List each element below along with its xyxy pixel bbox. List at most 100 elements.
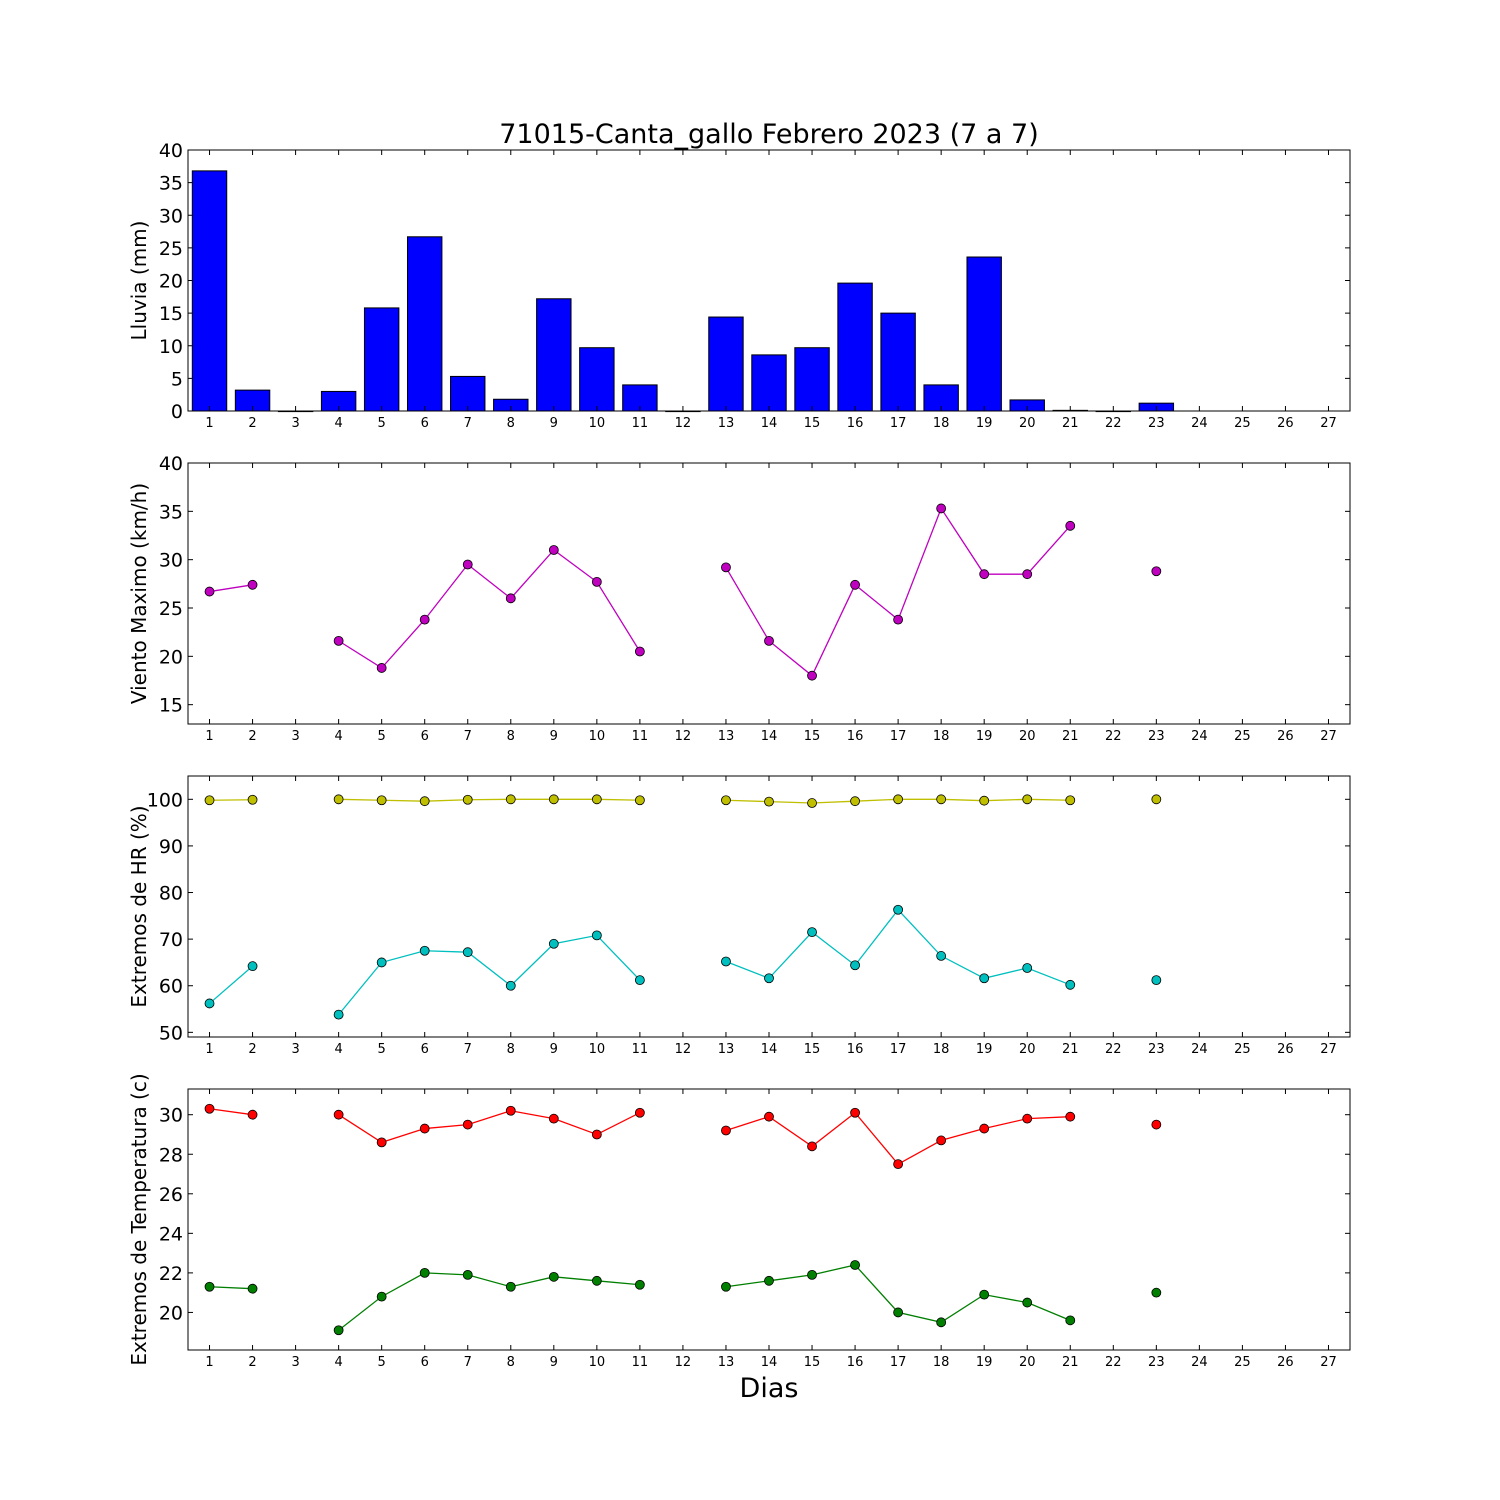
temperature-x-tick-label: 26 bbox=[1277, 1355, 1294, 1370]
humidity-series-1-point-day-19 bbox=[979, 795, 990, 806]
rain-x-tick-label: 18 bbox=[933, 416, 950, 431]
temperature-series-1-point-day-4 bbox=[333, 1109, 344, 1120]
rain-bar-day-10 bbox=[579, 347, 615, 412]
temperature-series-2-point-day-2 bbox=[247, 1283, 258, 1294]
rain-y-tick-label: 30 bbox=[159, 205, 183, 227]
humidity-series-1-point-day-2 bbox=[247, 794, 258, 805]
temperature-series-2-point-day-7 bbox=[462, 1269, 473, 1280]
wind-x-tick-label: 20 bbox=[1019, 729, 1036, 744]
wind-y-tick-label: 25 bbox=[159, 598, 183, 620]
rain-bar-day-5 bbox=[363, 307, 400, 412]
temperature-plot-area bbox=[188, 1089, 1350, 1350]
temperature-y-tick-label: 28 bbox=[159, 1144, 183, 1166]
humidity-series-2-point-day-15 bbox=[807, 927, 817, 938]
humidity-series-2-point-day-6 bbox=[419, 945, 430, 956]
humidity-x-tick-label: 18 bbox=[933, 1042, 950, 1057]
rain-bar-day-1 bbox=[191, 170, 228, 412]
wind-series-1-point-day-21 bbox=[1065, 520, 1076, 531]
wind-series-1-point-day-17 bbox=[893, 614, 904, 625]
rain-x-tick-label: 8 bbox=[507, 416, 515, 431]
humidity-series-2-point-day-23 bbox=[1151, 975, 1162, 986]
wind-x-tick-label: 7 bbox=[464, 729, 472, 744]
humidity-series-1-point-day-4 bbox=[333, 794, 344, 805]
rain-x-tick-label: 23 bbox=[1148, 416, 1165, 431]
wind-x-tick-label: 27 bbox=[1320, 729, 1337, 744]
wind-series-1-point-day-20 bbox=[1022, 569, 1033, 580]
temperature-chart: 1 2 3 4 5 6 7 8 9 10 11 12 13 14 15 16 17 18 19 20 21 22 23 24 2… bbox=[127, 1073, 1351, 1370]
temperature-series-2-line bbox=[338, 1272, 640, 1331]
wind-series-1-point-day-1 bbox=[204, 586, 215, 597]
wind-x-tick-label: 14 bbox=[761, 729, 778, 744]
humidity-series-2-point-day-16 bbox=[850, 960, 860, 971]
wind-x-tick-label: 26 bbox=[1277, 729, 1294, 744]
humidity-series-1-point-day-1 bbox=[204, 795, 215, 806]
humidity-y-tick-label: 60 bbox=[159, 976, 183, 998]
temperature-series-1-point-day-14 bbox=[764, 1111, 774, 1122]
humidity-series-2-point-day-11 bbox=[634, 975, 645, 986]
humidity-y-tick-label: 70 bbox=[159, 929, 183, 951]
temperature-x-tick-label: 2 bbox=[248, 1355, 256, 1370]
humidity-series-2-point-day-4 bbox=[333, 1009, 344, 1020]
wind-series-1-point-day-23 bbox=[1151, 566, 1162, 577]
wind-x-tick-label: 24 bbox=[1191, 729, 1208, 744]
temperature-series-2-point-day-19 bbox=[979, 1289, 990, 1300]
humidity-series-2-point-day-8 bbox=[505, 980, 516, 991]
rain-x-tick-label: 14 bbox=[761, 416, 778, 431]
humidity-series-1-point-day-15 bbox=[807, 798, 817, 808]
humidity-series-2-point-day-20 bbox=[1022, 963, 1033, 973]
wind-series-1-line bbox=[338, 549, 641, 669]
wind-x-tick-label: 19 bbox=[976, 729, 993, 744]
rain-x-tick-label: 10 bbox=[589, 416, 606, 431]
rain-x-tick-label: 27 bbox=[1320, 416, 1337, 431]
temperature-series-1-point-day-17 bbox=[893, 1159, 904, 1170]
rain-bar-day-15 bbox=[794, 347, 830, 412]
temperature-series-1-point-day-23 bbox=[1151, 1119, 1162, 1130]
temperature-series-2-point-day-18 bbox=[936, 1317, 947, 1328]
temperature-series-2-point-day-17 bbox=[893, 1307, 904, 1318]
temperature-series-2-point-day-10 bbox=[591, 1275, 602, 1286]
humidity-series-2-point-day-2 bbox=[247, 961, 258, 972]
humidity-series-1-point-day-20 bbox=[1022, 794, 1033, 805]
temperature-series-1-point-day-11 bbox=[634, 1107, 645, 1118]
temperature-series-1-point-day-19 bbox=[979, 1123, 990, 1134]
wind-x-tick-label: 5 bbox=[378, 729, 386, 744]
wind-x-tick-label: 6 bbox=[421, 729, 429, 744]
wind-series-1-point-day-7 bbox=[462, 559, 473, 570]
humidity-series-1-point-day-10 bbox=[591, 794, 602, 805]
wind-y-tick-label: 15 bbox=[159, 695, 183, 717]
temperature-x-tick-label: 27 bbox=[1320, 1355, 1337, 1370]
rain-x-tick-label: 21 bbox=[1062, 416, 1079, 431]
wind-x-tick-label: 2 bbox=[248, 729, 256, 744]
humidity-series-2-point-day-5 bbox=[376, 957, 387, 968]
wind-series-1-point-day-10 bbox=[591, 577, 602, 587]
rain-x-tick-label: 15 bbox=[804, 416, 821, 431]
temperature-series-2-point-day-6 bbox=[419, 1267, 430, 1278]
temperature-y-tick-label: 30 bbox=[159, 1105, 183, 1127]
humidity-x-tick-label: 22 bbox=[1105, 1042, 1122, 1057]
temperature-series-1-line bbox=[209, 1108, 253, 1116]
humidity-x-tick-label: 7 bbox=[464, 1042, 472, 1057]
temperature-series-2-point-day-23 bbox=[1151, 1287, 1162, 1298]
humidity-y-tick-label: 100 bbox=[147, 789, 183, 811]
subplots: 1 2 3 4 5 6 7 8 9 10 11 12 13 14 15 16 17 18 19 20 21 22 23 24 2… bbox=[127, 140, 1351, 1370]
temperature-series-1-point-day-16 bbox=[850, 1107, 860, 1118]
humidity-x-tick-label: 26 bbox=[1277, 1042, 1294, 1057]
temperature-x-tick-label: 19 bbox=[976, 1355, 993, 1370]
wind-x-tick-label: 15 bbox=[804, 729, 821, 744]
humidity-x-tick-label: 3 bbox=[291, 1042, 299, 1057]
humidity-series-1-point-day-13 bbox=[721, 795, 731, 806]
temperature-y-tick-label: 20 bbox=[159, 1302, 183, 1324]
rain-bar-day-19 bbox=[966, 256, 1002, 412]
rain-x-tick-label: 12 bbox=[675, 416, 692, 431]
temperature-y-axis-label: Extremos de Temperatura (c) bbox=[127, 1073, 151, 1365]
humidity-series-2-point-day-1 bbox=[204, 998, 215, 1009]
temperature-x-tick-label: 8 bbox=[507, 1355, 515, 1370]
rain-bar-day-14 bbox=[751, 354, 787, 412]
rain-x-tick-label: 24 bbox=[1191, 416, 1208, 431]
wind-x-tick-label: 12 bbox=[675, 729, 692, 744]
rain-y-tick-label: 10 bbox=[159, 336, 183, 358]
rain-bar-day-7 bbox=[450, 375, 486, 412]
humidity-series-1-point-day-6 bbox=[419, 796, 430, 807]
humidity-series-1-point-day-7 bbox=[462, 794, 473, 805]
temperature-y-tick-label: 26 bbox=[159, 1184, 183, 1206]
